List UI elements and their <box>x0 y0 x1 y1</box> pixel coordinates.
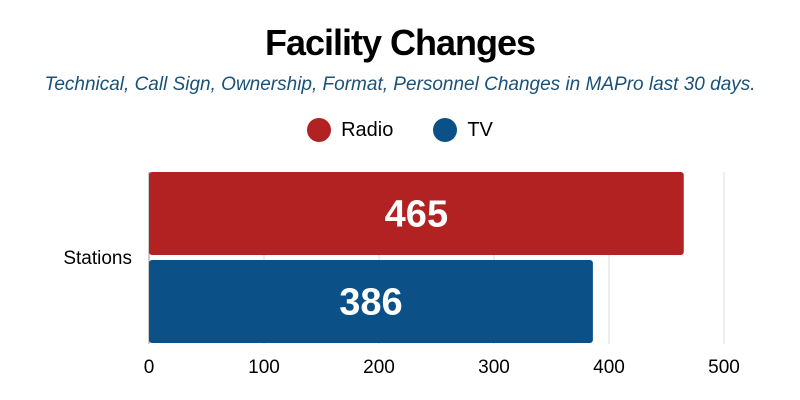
legend-marker-tv <box>433 118 458 142</box>
legend: Radio TV <box>0 118 800 142</box>
legend-item-radio[interactable]: Radio <box>307 118 393 142</box>
x-tick-label: 400 <box>593 357 625 378</box>
data-label-radio: 465 <box>385 194 448 236</box>
x-tick-label: 300 <box>478 357 510 378</box>
chart-subtitle: Technical, Call Sign, Ownership, Format,… <box>44 74 756 95</box>
x-tick-label: 100 <box>248 357 280 378</box>
legend-item-tv[interactable]: TV <box>433 118 493 142</box>
bar-tv <box>149 260 593 343</box>
y-category-label: Stations <box>63 248 132 269</box>
legend-marker-radio <box>307 118 332 142</box>
x-tick-label: 200 <box>363 357 395 378</box>
legend-label-tv: TV <box>467 118 493 141</box>
chart-title: Facility Changes <box>264 22 536 63</box>
data-label-tv: 386 <box>339 282 402 324</box>
legend-label-radio: Radio <box>341 118 394 141</box>
bar-radio <box>149 172 684 255</box>
x-tick-label: 500 <box>708 357 740 378</box>
x-tick-label: 0 <box>144 357 155 378</box>
